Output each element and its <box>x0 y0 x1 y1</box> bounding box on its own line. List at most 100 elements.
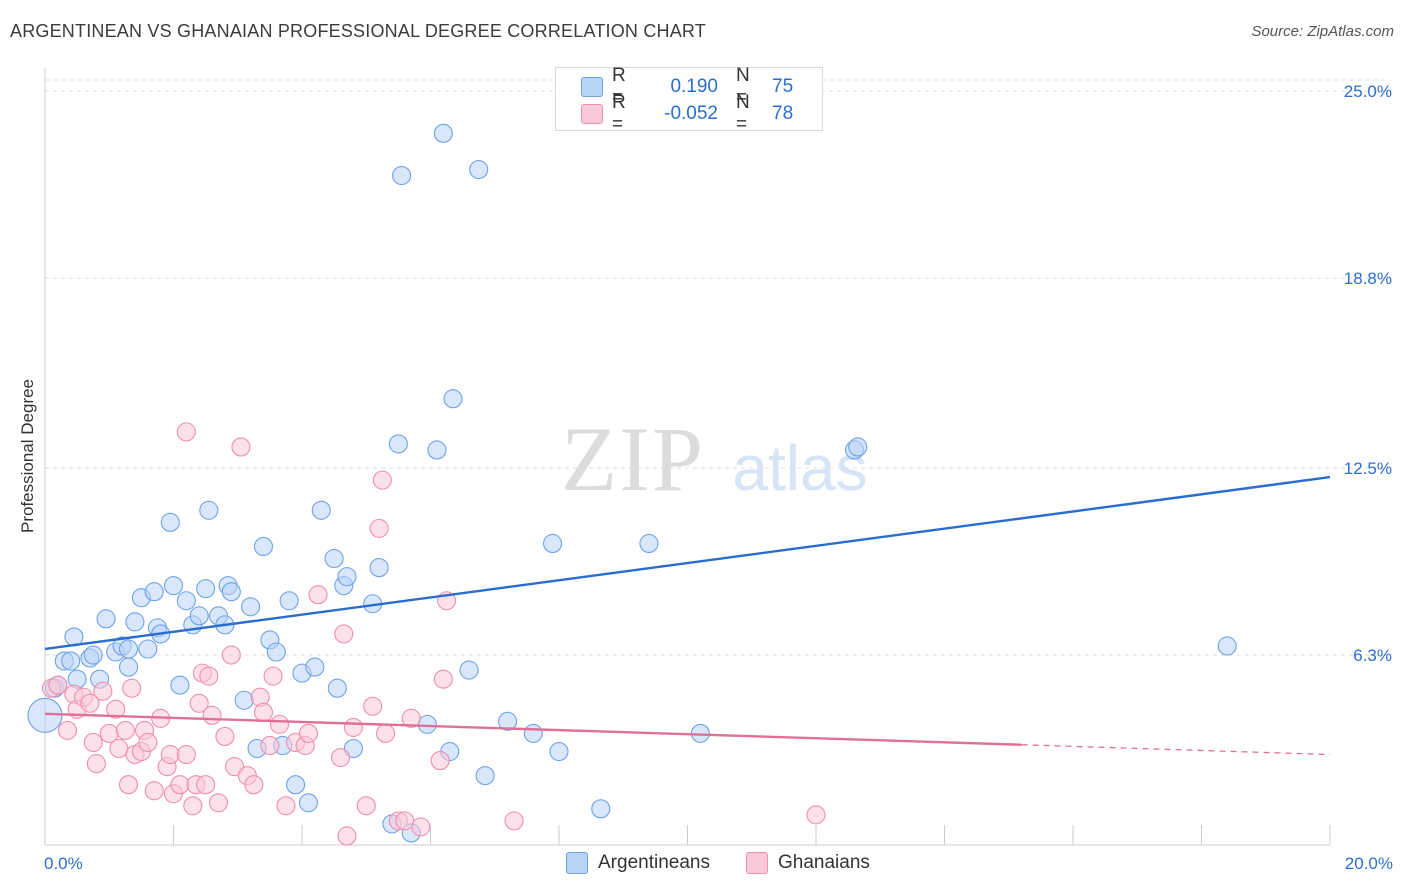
legend-swatch-pink <box>581 104 603 124</box>
point-ghanaian <box>83 732 103 753</box>
point-argentinean <box>234 690 254 710</box>
point-argentinean <box>369 558 389 578</box>
point-argentinean <box>298 793 318 813</box>
y-tick-label: 25.0% <box>1344 82 1392 101</box>
series-legend-ghanaians[interactable]: Ghanaians <box>746 852 870 874</box>
point-argentinean <box>639 533 659 553</box>
series-swatch-ghanaians <box>746 852 768 874</box>
point-ghanaian <box>109 738 129 759</box>
point-argentinean <box>591 799 611 819</box>
point-ghanaian <box>144 781 164 801</box>
point-argentinean <box>163 576 184 596</box>
point-ghanaian <box>189 693 209 713</box>
x-tick-label: 0.0% <box>44 854 83 873</box>
point-argentinean <box>196 579 216 599</box>
point-ghanaian <box>231 437 251 457</box>
point-argentinean <box>305 657 325 677</box>
trend-line-ghanaians <box>44 712 1022 746</box>
point-argentinean <box>160 512 180 532</box>
point-ghanaian <box>269 714 290 734</box>
trend-line-argentineans <box>44 475 1331 651</box>
point-ghanaian <box>806 805 826 825</box>
y-tick-label: 12.5% <box>1344 459 1392 478</box>
point-ghanaian <box>276 796 296 816</box>
point-ghanaian <box>263 666 283 686</box>
point-argentinean <box>144 582 164 602</box>
point-argentinean <box>327 678 347 698</box>
x-tick-label: 20.0% <box>1345 854 1393 873</box>
y-tick-label: 18.8% <box>1344 269 1392 288</box>
point-ghanaian <box>308 585 328 605</box>
chart-title: ARGENTINEAN VS GHANAIAN PROFESSIONAL DEG… <box>10 21 706 41</box>
point-argentinean <box>427 440 447 460</box>
point-argentinean <box>1217 636 1237 656</box>
point-argentinean <box>498 711 518 731</box>
point-ghanaian <box>48 675 68 695</box>
point-argentinean <box>311 500 331 520</box>
point-argentinean <box>443 389 463 409</box>
point-ghanaian <box>363 696 383 716</box>
legend-r-label: R = <box>612 92 626 135</box>
point-argentinean <box>189 606 209 626</box>
point-argentinean <box>83 645 103 665</box>
point-ghanaian <box>356 796 376 816</box>
point-argentinean <box>279 591 299 611</box>
watermark-atlas: atlas <box>732 432 867 504</box>
series-legend: Argentineans Ghanaians <box>0 852 1406 878</box>
point-ghanaian <box>337 826 357 846</box>
tick-labels: 6.3% 12.5% 18.8% 25.0% 0.0% 20.0% <box>44 82 1393 873</box>
point-ghanaian <box>395 811 415 831</box>
legend-r-label: R = <box>612 65 626 108</box>
legend-n-value: 75 <box>772 76 794 97</box>
point-ghanaian <box>375 723 396 743</box>
trend-lines <box>44 475 1331 756</box>
data-points <box>27 123 1237 846</box>
point-ghanaian <box>115 720 135 740</box>
point-ghanaian <box>176 422 196 442</box>
point-argentinean <box>170 675 190 695</box>
series-legend-argentineans[interactable]: Argentineans <box>566 852 710 874</box>
point-ghanaian <box>372 470 392 490</box>
point-argentinean <box>241 597 261 617</box>
point-argentinean <box>118 639 139 659</box>
point-ghanaian <box>343 717 363 737</box>
point-argentinean <box>125 612 145 632</box>
y-tick-label: 6.3% <box>1353 646 1392 665</box>
point-ghanaian <box>208 793 229 813</box>
point-ghanaian <box>176 744 196 765</box>
point-argentinean <box>286 775 306 795</box>
watermark-zip: ZIP <box>561 408 705 510</box>
point-argentinean <box>61 651 81 671</box>
point-ghanaian <box>244 775 264 795</box>
legend-n-label: N = <box>736 65 750 108</box>
point-ghanaian <box>369 518 389 538</box>
legend-r-value: 0.190 <box>670 76 718 97</box>
point-ghanaian <box>93 681 113 701</box>
point-ghanaian <box>122 678 142 698</box>
point-ghanaian <box>215 726 235 746</box>
series-label-ghanaians: Ghanaians <box>778 852 870 873</box>
point-ghanaian <box>253 702 274 722</box>
point-argentinean <box>392 165 412 186</box>
point-argentinean <box>433 123 453 143</box>
point-ghanaian <box>57 720 78 740</box>
point-argentinean <box>469 159 489 180</box>
point-ghanaian <box>199 666 219 686</box>
watermark: ZIP atlas <box>561 408 868 510</box>
point-ghanaian <box>80 693 100 713</box>
point-argentinean <box>96 609 116 629</box>
chart-source: Source: ZipAtlas.com <box>1251 23 1394 40</box>
point-ghanaian <box>138 732 158 753</box>
point-argentinean <box>176 591 196 611</box>
legend: R = 0.190 N = 75 R = -0.052 N = 78 <box>555 65 823 135</box>
point-ghanaian <box>160 744 180 765</box>
point-argentinean <box>221 582 241 602</box>
point-ghanaian <box>221 645 241 665</box>
legend-r-value: -0.052 <box>664 103 718 124</box>
point-argentinean <box>459 660 479 680</box>
y-axis-label: Professional Degree <box>18 379 37 533</box>
point-ghanaian <box>504 811 524 831</box>
point-argentinean <box>253 536 274 557</box>
trend-line-extension <box>1021 744 1331 756</box>
